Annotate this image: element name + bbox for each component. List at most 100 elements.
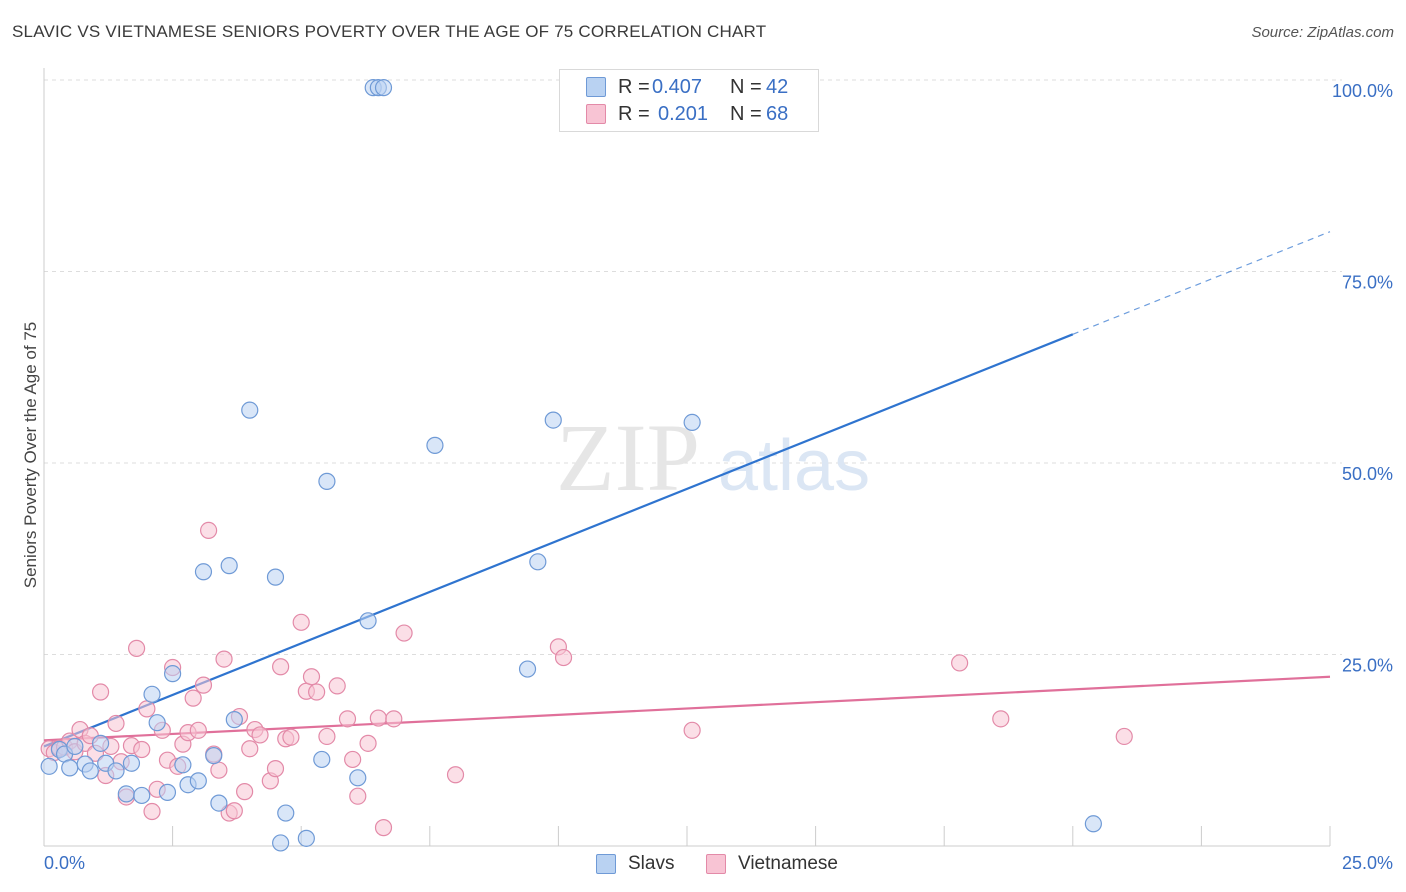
- point-slavs: [220, 557, 238, 575]
- legend-swatch-vietnamese: [586, 104, 606, 124]
- point-vietnamese: [133, 740, 151, 759]
- point-slavs: [318, 472, 336, 490]
- point-slavs: [174, 756, 192, 774]
- legend-r-value-slavs: 0.407: [652, 75, 703, 98]
- x-tick-label: 0.0%: [44, 853, 85, 873]
- point-vietnamese: [241, 740, 259, 758]
- point-vietnamese: [107, 714, 125, 733]
- point-vietnamese: [194, 676, 213, 694]
- point-slavs: [107, 762, 125, 780]
- point-vietnamese: [143, 802, 161, 821]
- legend-swatch-slavs: [586, 77, 606, 97]
- point-vietnamese: [683, 721, 701, 739]
- point-slavs: [40, 757, 58, 775]
- point-vietnamese: [1115, 727, 1133, 746]
- legend-item-vietnamese[interactable]: Vietnamese: [706, 853, 838, 875]
- y-tick-label: 50.0%: [1342, 464, 1393, 484]
- point-vietnamese: [338, 710, 357, 728]
- point-vietnamese: [318, 727, 336, 746]
- point-slavs: [349, 769, 367, 787]
- y-tick-label: 75.0%: [1342, 273, 1393, 293]
- legend-n-label: N =: [730, 75, 762, 98]
- point-vietnamese: [210, 761, 228, 779]
- point-vietnamese: [225, 802, 243, 820]
- trend-lines: [43, 231, 1331, 748]
- legend-r-label: R =: [618, 75, 650, 98]
- point-slavs: [313, 750, 331, 769]
- point-vietnamese: [292, 613, 310, 631]
- point-slavs: [117, 785, 135, 803]
- legend-label-vietnamese: Vietnamese: [738, 853, 838, 874]
- point-slavs: [426, 436, 444, 454]
- watermark-atlas: atlas: [718, 426, 870, 506]
- point-slavs: [225, 711, 243, 729]
- legend-n-value-slavs: 42: [766, 75, 789, 98]
- point-slavs: [148, 714, 166, 732]
- point-vietnamese: [554, 648, 573, 667]
- point-vietnamese: [215, 650, 233, 668]
- chart-title: SLAVIC VS VIETNAMESE SENIORS POVERTY OVE…: [12, 22, 767, 41]
- point-vietnamese: [184, 689, 202, 707]
- y-axis-label: Seniors Poverty Over the Age of 75: [21, 322, 40, 588]
- point-slavs: [529, 553, 547, 571]
- point-slavs: [164, 665, 182, 683]
- point-slavs: [194, 563, 213, 581]
- point-slavs: [61, 759, 79, 777]
- point-vietnamese: [349, 787, 367, 805]
- legend-item-slavs[interactable]: Slavs: [596, 853, 674, 875]
- point-slavs: [297, 829, 315, 847]
- point-vietnamese: [395, 624, 413, 642]
- point-slavs: [544, 411, 562, 429]
- point-vietnamese: [236, 783, 254, 801]
- legend-n-value-vietnamese: 68: [766, 102, 789, 125]
- point-vietnamese: [200, 521, 218, 540]
- point-vietnamese: [951, 654, 969, 672]
- point-vietnamese: [266, 760, 285, 778]
- point-vietnamese: [328, 677, 346, 695]
- trend-line-slavs-extension: [1072, 231, 1331, 335]
- point-vietnamese: [344, 750, 362, 769]
- point-slavs: [133, 786, 151, 805]
- point-vietnamese: [359, 734, 377, 752]
- point-vietnamese: [302, 668, 321, 686]
- grid-lines: [44, 79, 1342, 655]
- data-points: [40, 79, 1133, 852]
- trend-line-slavs: [43, 333, 1074, 748]
- tick-labels: 25.0% 50.0% 75.0% 100.0% 0.0% 25.0%: [44, 81, 1393, 873]
- y-tick-label: 25.0%: [1342, 656, 1393, 676]
- point-slavs: [1084, 815, 1102, 833]
- legend-swatch-slavs: [596, 854, 616, 874]
- point-slavs: [122, 754, 141, 772]
- legend-row-slavs: R = 0.407 N = 42: [560, 74, 788, 100]
- point-vietnamese: [308, 683, 326, 701]
- legend-swatch-vietnamese: [706, 854, 726, 874]
- point-vietnamese: [189, 721, 207, 739]
- point-vietnamese: [374, 819, 393, 837]
- point-slavs: [272, 834, 290, 852]
- legend-r-label: R =: [618, 102, 650, 125]
- x-tick-label: 25.0%: [1342, 853, 1393, 873]
- point-vietnamese: [385, 710, 403, 728]
- point-vietnamese: [369, 709, 387, 727]
- point-slavs: [374, 79, 393, 97]
- watermark-zip: ZIP: [556, 404, 700, 511]
- point-slavs: [158, 783, 177, 801]
- point-slavs: [66, 737, 84, 756]
- watermark: ZIP atlas: [556, 404, 870, 511]
- point-slavs: [241, 401, 259, 419]
- point-slavs: [359, 612, 377, 630]
- point-slavs: [277, 804, 295, 822]
- legend-row-vietnamese: R = 0.201 N = 68: [560, 101, 788, 127]
- point-vietnamese: [272, 658, 290, 676]
- point-vietnamese: [251, 726, 269, 744]
- source-label: Source: ZipAtlas.com: [1251, 24, 1394, 41]
- y-tick-label: 100.0%: [1332, 81, 1393, 101]
- legend-label-slavs: Slavs: [628, 853, 675, 874]
- point-slavs: [266, 568, 285, 586]
- point-vietnamese: [992, 710, 1010, 728]
- point-vietnamese: [138, 700, 156, 718]
- point-slavs: [189, 772, 207, 790]
- series-legend: Slavs Vietnamese: [0, 853, 1406, 877]
- point-vietnamese: [91, 683, 110, 701]
